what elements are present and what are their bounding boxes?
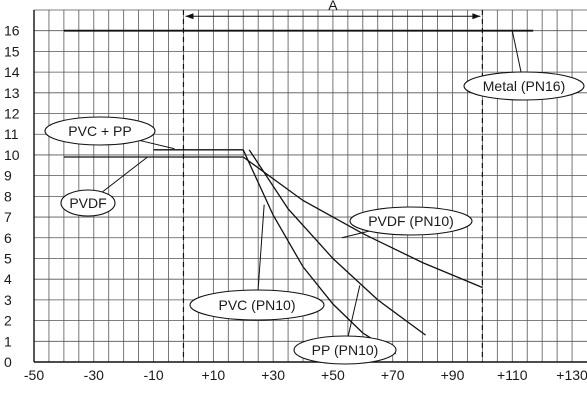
x-tick-label: -50 — [24, 367, 44, 383]
arrow-head-right — [472, 13, 481, 20]
y-tick-label: 9 — [4, 168, 12, 184]
y-tick-label: 16 — [4, 23, 20, 39]
x-tick-label: +10 — [201, 367, 225, 383]
y-tick-label: 12 — [4, 106, 20, 122]
y-tick-label: 7 — [4, 209, 12, 225]
y-tick-label: 13 — [4, 85, 20, 101]
metal-callout-label: Metal (PN16) — [483, 78, 565, 94]
x-tick-label: +90 — [441, 367, 465, 383]
pvc-pn10-callout-bubble — [189, 289, 325, 321]
pp-pn10-callout-bubble — [293, 335, 397, 365]
y-tick-label: 2 — [4, 313, 12, 329]
pvdf-pn10-line — [242, 156, 483, 289]
y-tick-label: 15 — [4, 43, 20, 59]
y-tick-label: 14 — [4, 64, 20, 80]
y-tick-label: 10 — [4, 147, 20, 163]
x-tick-label: +130 — [556, 367, 587, 383]
y-tick-label: 3 — [4, 292, 12, 308]
pvdf-pn10-callout-label: PVDF (PN10) — [368, 213, 454, 229]
x-tick-label: +30 — [261, 367, 285, 383]
pvdf-callout-bubble — [60, 189, 116, 217]
y-tick-label: 5 — [4, 250, 12, 266]
pvc-pn10-line — [242, 149, 397, 355]
x-tick-label: +70 — [381, 367, 405, 383]
arrow-head-left — [185, 13, 194, 20]
pvdf-callout-label: PVDF — [69, 195, 106, 211]
x-tick-label: -30 — [84, 367, 104, 383]
y-tick-label: 6 — [4, 230, 12, 246]
pvc-pp-callout-bubble — [44, 116, 156, 146]
metal-callout-bubble — [463, 71, 585, 101]
pvdf-callout-leader — [101, 156, 148, 193]
pvc-pn10-callout-leader — [257, 204, 265, 291]
y-tick-label: 1 — [4, 333, 12, 349]
y-tick-label: 11 — [4, 126, 19, 142]
pvdf-pn10-callout-bubble — [349, 206, 473, 236]
pvc-pn10-callout-label: PVC (PN10) — [218, 297, 295, 313]
pp-pn10-callout-leader — [347, 285, 361, 337]
y-tick-label: 4 — [4, 271, 12, 287]
y-tick-label: 0 — [4, 354, 12, 370]
pp-pn10-line — [248, 149, 426, 336]
metal-callout-leader — [511, 30, 522, 73]
y-tick-label: 8 — [4, 188, 12, 204]
range-a-label: A — [328, 0, 338, 13]
x-tick-label: +110 — [497, 367, 528, 383]
pvc-pp-callout-label: PVC + PP — [68, 123, 131, 139]
pvc-pp-callout-leader — [140, 140, 175, 150]
x-tick-label: +50 — [321, 367, 345, 383]
x-tick-label: -10 — [143, 367, 163, 383]
pvdf-pn10-callout-leader — [341, 230, 370, 239]
pp-pn10-callout-label: PP (PN10) — [312, 342, 379, 358]
